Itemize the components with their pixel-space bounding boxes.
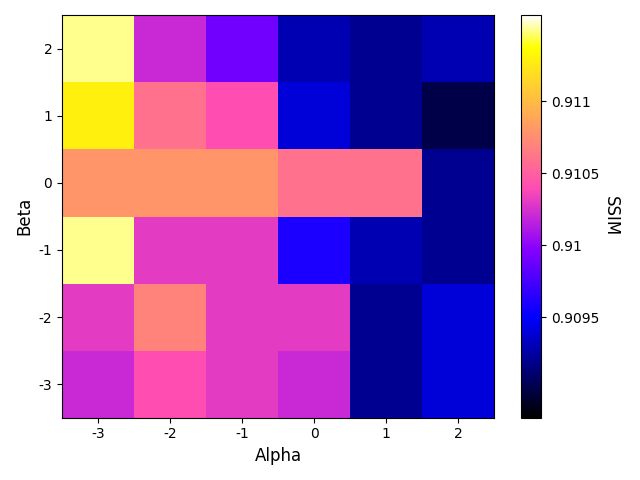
Y-axis label: Beta: Beta	[15, 197, 33, 236]
X-axis label: Alpha: Alpha	[255, 447, 301, 465]
Y-axis label: SSIM: SSIM	[602, 196, 620, 237]
